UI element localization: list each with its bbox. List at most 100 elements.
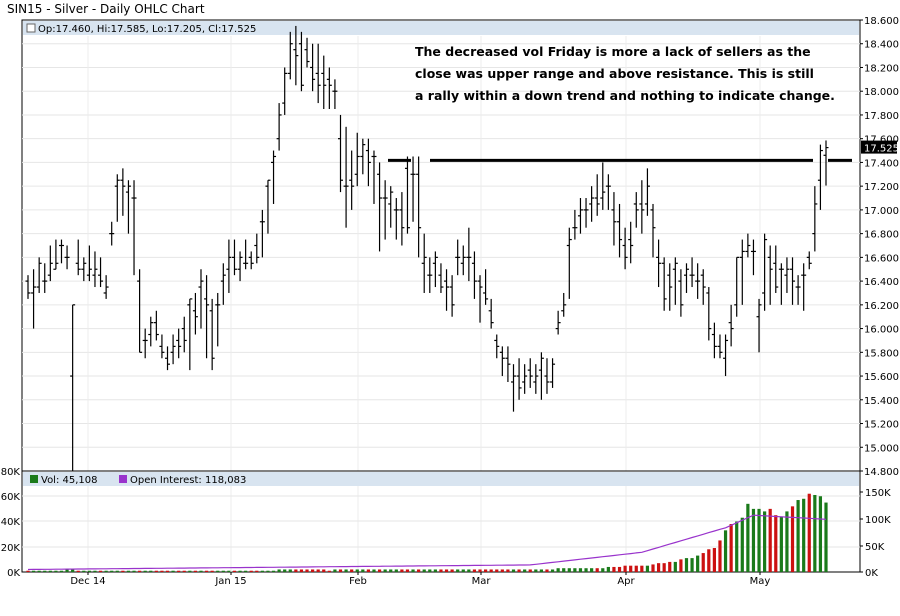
volume-bar <box>411 569 415 572</box>
ohlc-bar <box>706 287 712 341</box>
ohlc-bar <box>617 203 623 258</box>
last-price-marker: 17.525 <box>861 140 899 155</box>
volume-bar <box>651 564 655 572</box>
ohlc-bar <box>678 269 684 317</box>
price-tick-label: 16.200 <box>864 301 899 312</box>
x-tick-label: Dec 14 <box>70 576 105 587</box>
volume-bar <box>718 540 722 572</box>
ohlc-bar <box>120 168 126 216</box>
volume-bar <box>534 569 538 572</box>
volume-bar <box>640 565 644 572</box>
ohlc-bar <box>817 144 823 210</box>
volume-bar <box>182 570 186 572</box>
volume-bar <box>768 508 772 572</box>
ohlc-bar <box>522 364 528 394</box>
ohlc-bar <box>700 269 706 305</box>
volume-bar <box>288 569 292 572</box>
price-tick-label: 17.200 <box>864 182 899 193</box>
price-tick-label: 17.400 <box>864 158 899 169</box>
ohlc-bar <box>516 358 522 400</box>
volume-bar <box>199 570 203 572</box>
volume-bar <box>556 568 560 572</box>
ohlc-bar <box>806 251 812 270</box>
volume-bar <box>701 553 705 572</box>
volume-tick-label: 40K <box>1 517 21 528</box>
ohlc-bar <box>125 180 131 234</box>
volume-bar <box>266 570 270 572</box>
annotation-line: close was upper range and above resistan… <box>415 66 814 81</box>
ohlc-bar <box>259 209 265 258</box>
ohlc-bar <box>421 233 427 293</box>
volume-bar <box>165 570 170 572</box>
ohlc-bar <box>64 245 70 270</box>
ohlc-bar <box>438 263 444 293</box>
volume-bar <box>790 506 795 572</box>
ohlc-bar <box>510 364 516 412</box>
ohlc-bar <box>767 245 773 305</box>
ohlc-bar <box>695 263 701 299</box>
ohlc-bar <box>98 257 104 288</box>
volume-bar <box>260 570 264 572</box>
price-panel: Op:17.460, Hi:17.585, Lo:17.205, Cl:17.5… <box>21 16 899 478</box>
volume-bar <box>59 570 64 572</box>
ohlc-bar <box>432 251 438 288</box>
ohlc-bar <box>505 346 511 382</box>
price-panel-frame <box>21 19 861 472</box>
volume-bar <box>439 569 443 572</box>
volume-bar <box>76 570 80 572</box>
volume-bar <box>712 548 716 572</box>
ohlc-bar <box>550 358 556 388</box>
ohlc-bar <box>773 245 779 293</box>
ohlc-bar <box>70 304 76 471</box>
oi-legend: Open Interest: 118,083 <box>130 475 246 486</box>
ohlc-bar <box>784 257 790 293</box>
volume-bar <box>82 570 86 572</box>
volume-bar <box>188 570 192 572</box>
volume-bar <box>757 508 761 572</box>
volume-bar <box>634 565 638 572</box>
volume-bar <box>461 569 465 572</box>
price-tick-label: 15.800 <box>864 348 899 359</box>
volume-bar <box>696 555 700 572</box>
price-tick-label: 15.000 <box>864 443 899 454</box>
ohlc-bar <box>667 263 673 311</box>
volume-bar <box>500 569 504 572</box>
volume-bar <box>115 570 119 572</box>
volume-bar <box>160 570 164 572</box>
volume-bar <box>433 569 437 572</box>
oi-tick-label: 150K <box>865 488 891 499</box>
ohlc-bar <box>745 233 751 258</box>
ohlc-legend: Op:17.460, Hi:17.585, Lo:17.205, Cl:17.5… <box>38 24 256 35</box>
volume-bar <box>204 570 209 572</box>
ohlc-bar <box>410 156 416 222</box>
volume-bar <box>405 569 410 572</box>
price-tick-label: 17.800 <box>864 111 899 122</box>
volume-bar <box>177 570 181 572</box>
volume-bar <box>316 569 320 572</box>
volume-bar <box>740 517 744 572</box>
volume-bar <box>444 569 449 572</box>
ohlc-bar <box>689 257 695 288</box>
oi-tick-label: 0K <box>865 568 878 579</box>
x-tick-label: Jan 15 <box>214 576 246 587</box>
ohlc-bar <box>360 138 366 175</box>
ohlc-bar <box>717 334 723 359</box>
volume-bar <box>539 569 543 572</box>
ohlc-bar <box>644 168 650 216</box>
ohlc-bar <box>36 257 42 293</box>
volume-bar <box>394 569 398 572</box>
volume-bar <box>383 569 387 572</box>
volume-bar <box>311 569 315 572</box>
price-tick-label: 14.800 <box>864 467 899 478</box>
volume-bar <box>668 561 672 572</box>
ohlc-bar <box>683 263 689 293</box>
ohlc-bar <box>577 198 583 234</box>
volume-bar <box>428 569 432 572</box>
ohlc-bar <box>566 227 572 299</box>
volume-bar <box>590 568 594 572</box>
ohlc-bar <box>382 180 388 240</box>
ohlc-bar <box>404 156 410 234</box>
annotation-line: a rally within a down trend and nothing … <box>415 88 835 103</box>
ohlc-bar <box>600 162 606 210</box>
